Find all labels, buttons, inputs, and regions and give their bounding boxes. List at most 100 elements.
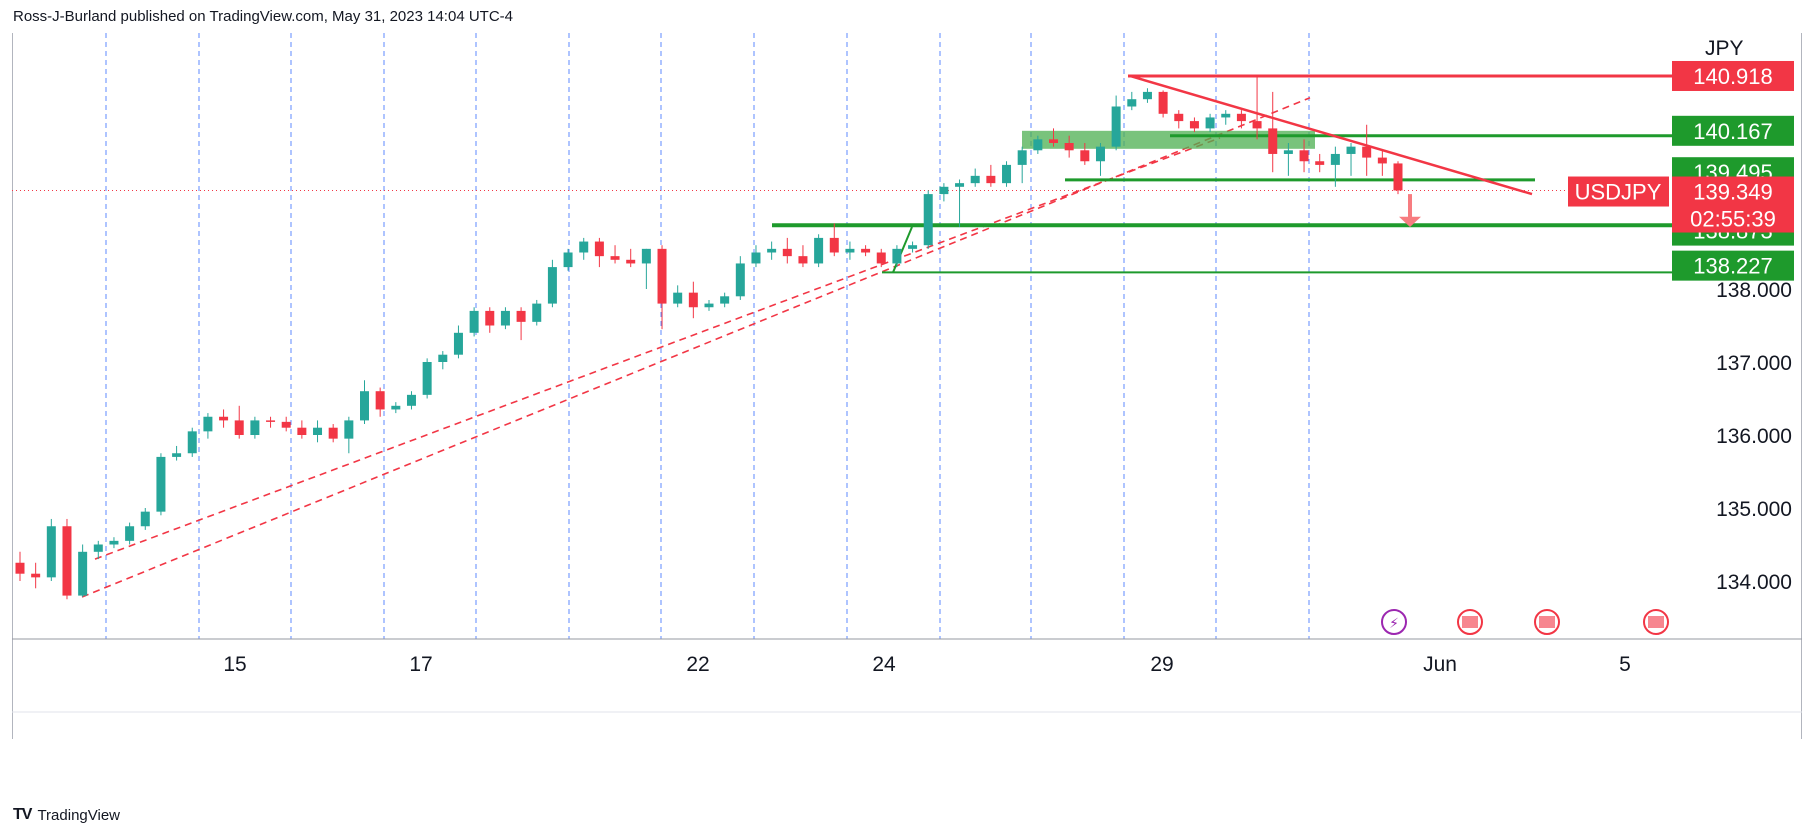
candle-body — [328, 427, 338, 439]
candle-body — [1111, 106, 1121, 147]
candle-body — [563, 252, 573, 268]
candle-body — [453, 332, 463, 355]
candle-body — [547, 267, 557, 304]
candle-body — [375, 391, 385, 410]
tradingview-logo-icon: TV — [13, 806, 32, 823]
candle-body — [78, 551, 88, 596]
badge-140918-text: 140.918 — [1693, 64, 1773, 89]
candle-body — [626, 259, 636, 264]
candle-body — [923, 194, 933, 246]
candle-body — [297, 427, 307, 435]
footer: TV TradingView — [13, 806, 120, 824]
candle-body — [861, 248, 871, 253]
candle-body — [406, 394, 416, 406]
x-axis-label: 5 — [1619, 653, 1631, 676]
candle-body — [172, 453, 182, 457]
candle-body — [109, 540, 119, 545]
candle-body — [1330, 153, 1340, 165]
candle-body — [970, 175, 980, 184]
candle-body — [156, 456, 166, 512]
current-price-badge — [1672, 176, 1794, 233]
candle-body — [1174, 113, 1184, 122]
x-axis-label: 22 — [686, 653, 709, 676]
candle-body — [798, 256, 808, 264]
x-axis-label: 15 — [223, 653, 246, 676]
candle-body — [641, 248, 651, 264]
candle-body — [485, 310, 495, 326]
candle-body — [955, 183, 965, 187]
trend-channel-upper — [94, 137, 1221, 560]
candle-body — [876, 252, 886, 264]
symbol-badge-text: USDJPY — [1575, 180, 1662, 205]
candle-body — [62, 526, 72, 596]
candle-body — [814, 237, 824, 264]
countdown-text: 02:55:39 — [1690, 207, 1776, 232]
candle-body — [939, 186, 949, 195]
candle-body — [845, 248, 855, 253]
candle-body — [344, 420, 354, 439]
publish-header: Ross-J-Burland published on TradingView.… — [13, 8, 513, 25]
candle-body — [1393, 163, 1403, 191]
badge-140167 — [1672, 115, 1794, 146]
trend-channel-lower — [81, 96, 1311, 598]
x-axis-label: 29 — [1150, 653, 1173, 676]
candle-body — [1017, 150, 1027, 165]
candle-body — [281, 421, 291, 428]
candle-body — [1268, 128, 1278, 154]
candle-body — [986, 175, 996, 184]
candle-body — [31, 573, 41, 578]
candle-body — [1080, 150, 1090, 162]
candle-body — [516, 310, 526, 322]
candle-body — [266, 420, 276, 422]
candle-body — [234, 420, 244, 435]
candle-body — [767, 248, 777, 253]
flag-stripes — [1539, 616, 1555, 628]
candle-body — [532, 303, 542, 322]
candle-body — [219, 416, 229, 421]
flag-stripes — [1462, 616, 1478, 628]
candle-body — [500, 310, 510, 326]
candle-body — [313, 427, 323, 435]
candle-body — [657, 248, 667, 304]
candle-body — [720, 296, 730, 304]
candle-body — [1142, 91, 1152, 100]
downtrend-line — [1129, 74, 1533, 196]
candle-body — [1377, 157, 1387, 164]
symbol-badge — [1568, 176, 1669, 207]
current-price-text: 139.349 — [1693, 180, 1773, 205]
candle-body — [391, 405, 401, 410]
down-arrow-head — [1399, 216, 1421, 227]
candle-body — [1362, 146, 1372, 158]
flag-stripes — [1648, 616, 1664, 628]
candle-body — [125, 526, 135, 541]
badge-140918 — [1672, 60, 1794, 91]
badge-138227 — [1672, 250, 1794, 281]
x-axis-label: Jun — [1423, 653, 1457, 676]
y-axis-tick: 138.000 — [1716, 279, 1792, 302]
candle-body — [1346, 146, 1356, 154]
candle-body — [1002, 164, 1012, 184]
candle-body — [829, 237, 839, 253]
event-lightning-icon — [1381, 609, 1407, 635]
candle-body — [46, 526, 56, 578]
candle-body — [688, 292, 698, 308]
candle-body — [594, 241, 604, 257]
candle-body — [1315, 161, 1325, 165]
candle-body — [1236, 113, 1246, 122]
candle-body — [1252, 121, 1262, 129]
y-axis-tick: 135.000 — [1716, 498, 1792, 521]
candle-body — [1205, 117, 1215, 129]
chart-plot-area[interactable] — [12, 33, 1802, 739]
candle-body — [187, 431, 197, 454]
y-axis-tick: 134.000 — [1716, 571, 1792, 594]
lightning-glyph: ⚡ — [1389, 616, 1399, 632]
candle-body — [93, 544, 103, 552]
candle-body — [1127, 99, 1137, 107]
currency-label: JPY — [1705, 37, 1744, 60]
x-axis-label: 24 — [872, 653, 896, 676]
candle-body — [579, 241, 589, 253]
candle-body — [1189, 121, 1199, 129]
candle-body — [1158, 91, 1168, 114]
candle-body — [250, 420, 260, 435]
